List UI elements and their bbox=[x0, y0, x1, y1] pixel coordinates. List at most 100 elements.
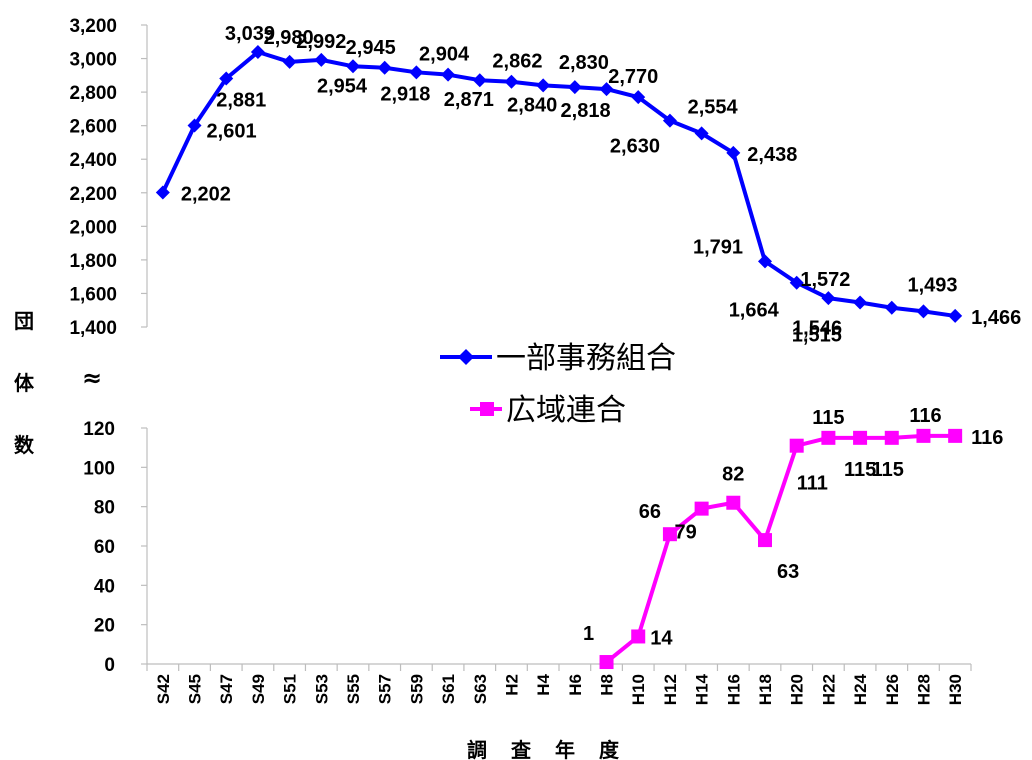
x-tick-label: H18 bbox=[756, 674, 775, 705]
data-point-diamond bbox=[282, 54, 297, 69]
data-point-diamond bbox=[219, 71, 234, 86]
y-axis-title-char-3: 数 bbox=[14, 433, 35, 457]
legend-square-marker bbox=[480, 402, 494, 416]
data-label-koiki: 14 bbox=[650, 627, 673, 649]
data-label-ichibu: 2,830 bbox=[559, 52, 609, 74]
data-label-koiki: 116 bbox=[909, 405, 941, 427]
data-label-ichibu: 1,664 bbox=[729, 300, 780, 322]
data-point-square bbox=[694, 501, 709, 516]
data-point-diamond bbox=[346, 59, 360, 74]
data-point-diamond bbox=[504, 74, 519, 89]
lower-y-axis: 0 20 40 60 80 100 120 bbox=[83, 419, 148, 676]
data-label-koiki: 66 bbox=[639, 501, 661, 523]
data-point-diamond bbox=[472, 73, 487, 88]
data-label-koiki: 111 bbox=[797, 473, 828, 495]
data-point-diamond bbox=[758, 254, 772, 269]
upper-tick-label: 3,200 bbox=[69, 16, 117, 37]
data-label-ichibu: 1,515 bbox=[792, 325, 842, 347]
data-label-ichibu: 2,554 bbox=[688, 96, 739, 118]
y-axis-title-char-2: 体 bbox=[14, 371, 35, 395]
data-label-ichibu: 2,918 bbox=[380, 83, 430, 105]
x-tick-label: S53 bbox=[312, 674, 331, 704]
legend-label-koiki: 広域連合 bbox=[506, 393, 626, 428]
data-point-diamond bbox=[631, 90, 646, 105]
series-koiki-rengo bbox=[599, 428, 963, 670]
lower-tick-label: 60 bbox=[94, 537, 115, 558]
data-point-diamond bbox=[155, 185, 170, 200]
x-tick-label: H26 bbox=[883, 674, 902, 705]
data-label-ichibu: 2,862 bbox=[492, 51, 542, 73]
x-tick-label: H28 bbox=[914, 674, 933, 705]
upper-tick-label: 1,600 bbox=[69, 284, 117, 305]
data-point-diamond bbox=[599, 82, 614, 97]
legend: 一部事務組合 広域連合 bbox=[440, 341, 676, 428]
data-point-diamond bbox=[916, 304, 931, 319]
x-tick-label: H4 bbox=[534, 673, 553, 695]
data-label-ichibu: 2,818 bbox=[561, 100, 611, 122]
upper-tick-label: 2,400 bbox=[69, 150, 117, 171]
data-label-koiki: 115 bbox=[844, 459, 876, 481]
legend-item-koiki: 広域連合 bbox=[470, 393, 626, 428]
data-label-koiki: 82 bbox=[722, 464, 744, 486]
x-tick-label: H8 bbox=[598, 674, 617, 696]
lower-tick-label: 80 bbox=[94, 498, 115, 519]
x-tick-label: H10 bbox=[629, 674, 648, 705]
data-point-diamond bbox=[187, 118, 202, 133]
data-label-koiki: 1 bbox=[583, 623, 594, 645]
data-label-ichibu: 2,438 bbox=[747, 144, 797, 166]
upper-tick-label: 1,800 bbox=[69, 251, 117, 272]
lower-tick-label: 0 bbox=[104, 655, 115, 676]
x-axis-title-char-3: 年 bbox=[555, 738, 575, 760]
data-label-ichibu: 2,601 bbox=[207, 120, 257, 142]
data-label-koiki: 115 bbox=[872, 459, 904, 481]
x-tick-label: S59 bbox=[407, 674, 426, 704]
data-label-ichibu: 2,630 bbox=[610, 136, 660, 158]
data-label-ichibu: 2,980 bbox=[264, 27, 314, 49]
x-tick-label: H2 bbox=[502, 674, 521, 696]
data-label-ichibu: 2,881 bbox=[216, 90, 266, 112]
upper-tick-label: 2,000 bbox=[69, 217, 117, 238]
data-label-ichibu: 2,904 bbox=[419, 44, 470, 66]
data-label-ichibu: 2,992 bbox=[296, 31, 346, 53]
x-tick-label: H30 bbox=[946, 674, 965, 705]
data-point-diamond bbox=[726, 145, 741, 160]
data-label-ichibu: 2,770 bbox=[608, 66, 658, 88]
x-tick-label: S47 bbox=[217, 674, 236, 704]
data-point-square bbox=[758, 533, 772, 548]
data-point-diamond bbox=[250, 45, 265, 60]
x-tick-label: S61 bbox=[439, 674, 458, 704]
lower-tick-label: 120 bbox=[83, 419, 115, 440]
data-point-diamond bbox=[536, 78, 551, 93]
data-point-diamond bbox=[441, 67, 456, 82]
x-tick-label: H12 bbox=[661, 674, 680, 705]
y-axis-title-char-1: 団 bbox=[14, 309, 34, 333]
x-axis-title-char-4: 度 bbox=[599, 738, 620, 760]
legend-item-ichibu: 一部事務組合 bbox=[440, 341, 676, 376]
upper-tick-label: 1,400 bbox=[69, 318, 117, 339]
x-tick-label: H22 bbox=[819, 674, 838, 705]
data-point-square bbox=[884, 430, 899, 445]
x-tick-label: H6 bbox=[566, 674, 585, 696]
data-point-square bbox=[916, 428, 931, 443]
legend-label-ichibu: 一部事務組合 bbox=[496, 341, 676, 376]
x-tick-label: H20 bbox=[788, 674, 807, 705]
axis-break-symbol: ≈ bbox=[82, 364, 102, 392]
data-point-square bbox=[821, 430, 836, 445]
data-point-square bbox=[662, 527, 677, 542]
data-point-diamond bbox=[662, 113, 677, 128]
x-tick-label: S55 bbox=[344, 674, 363, 704]
data-point-diamond bbox=[948, 308, 963, 323]
x-tick-label: S49 bbox=[249, 674, 268, 704]
x-tick-label: S42 bbox=[154, 674, 173, 704]
data-label-koiki: 63 bbox=[777, 561, 799, 583]
data-point-diamond bbox=[694, 126, 709, 141]
data-point-diamond bbox=[853, 295, 868, 310]
data-label-ichibu: 1,466 bbox=[971, 307, 1021, 329]
data-label-ichibu: 1,493 bbox=[907, 274, 957, 296]
upper-tick-label: 2,600 bbox=[69, 117, 117, 138]
lower-tick-label: 40 bbox=[94, 576, 115, 597]
data-label-ichibu: 1,572 bbox=[800, 269, 850, 291]
upper-y-axis: 1,400 1,600 1,800 2,000 2,200 2,400 2,600 2,800… bbox=[69, 16, 148, 339]
